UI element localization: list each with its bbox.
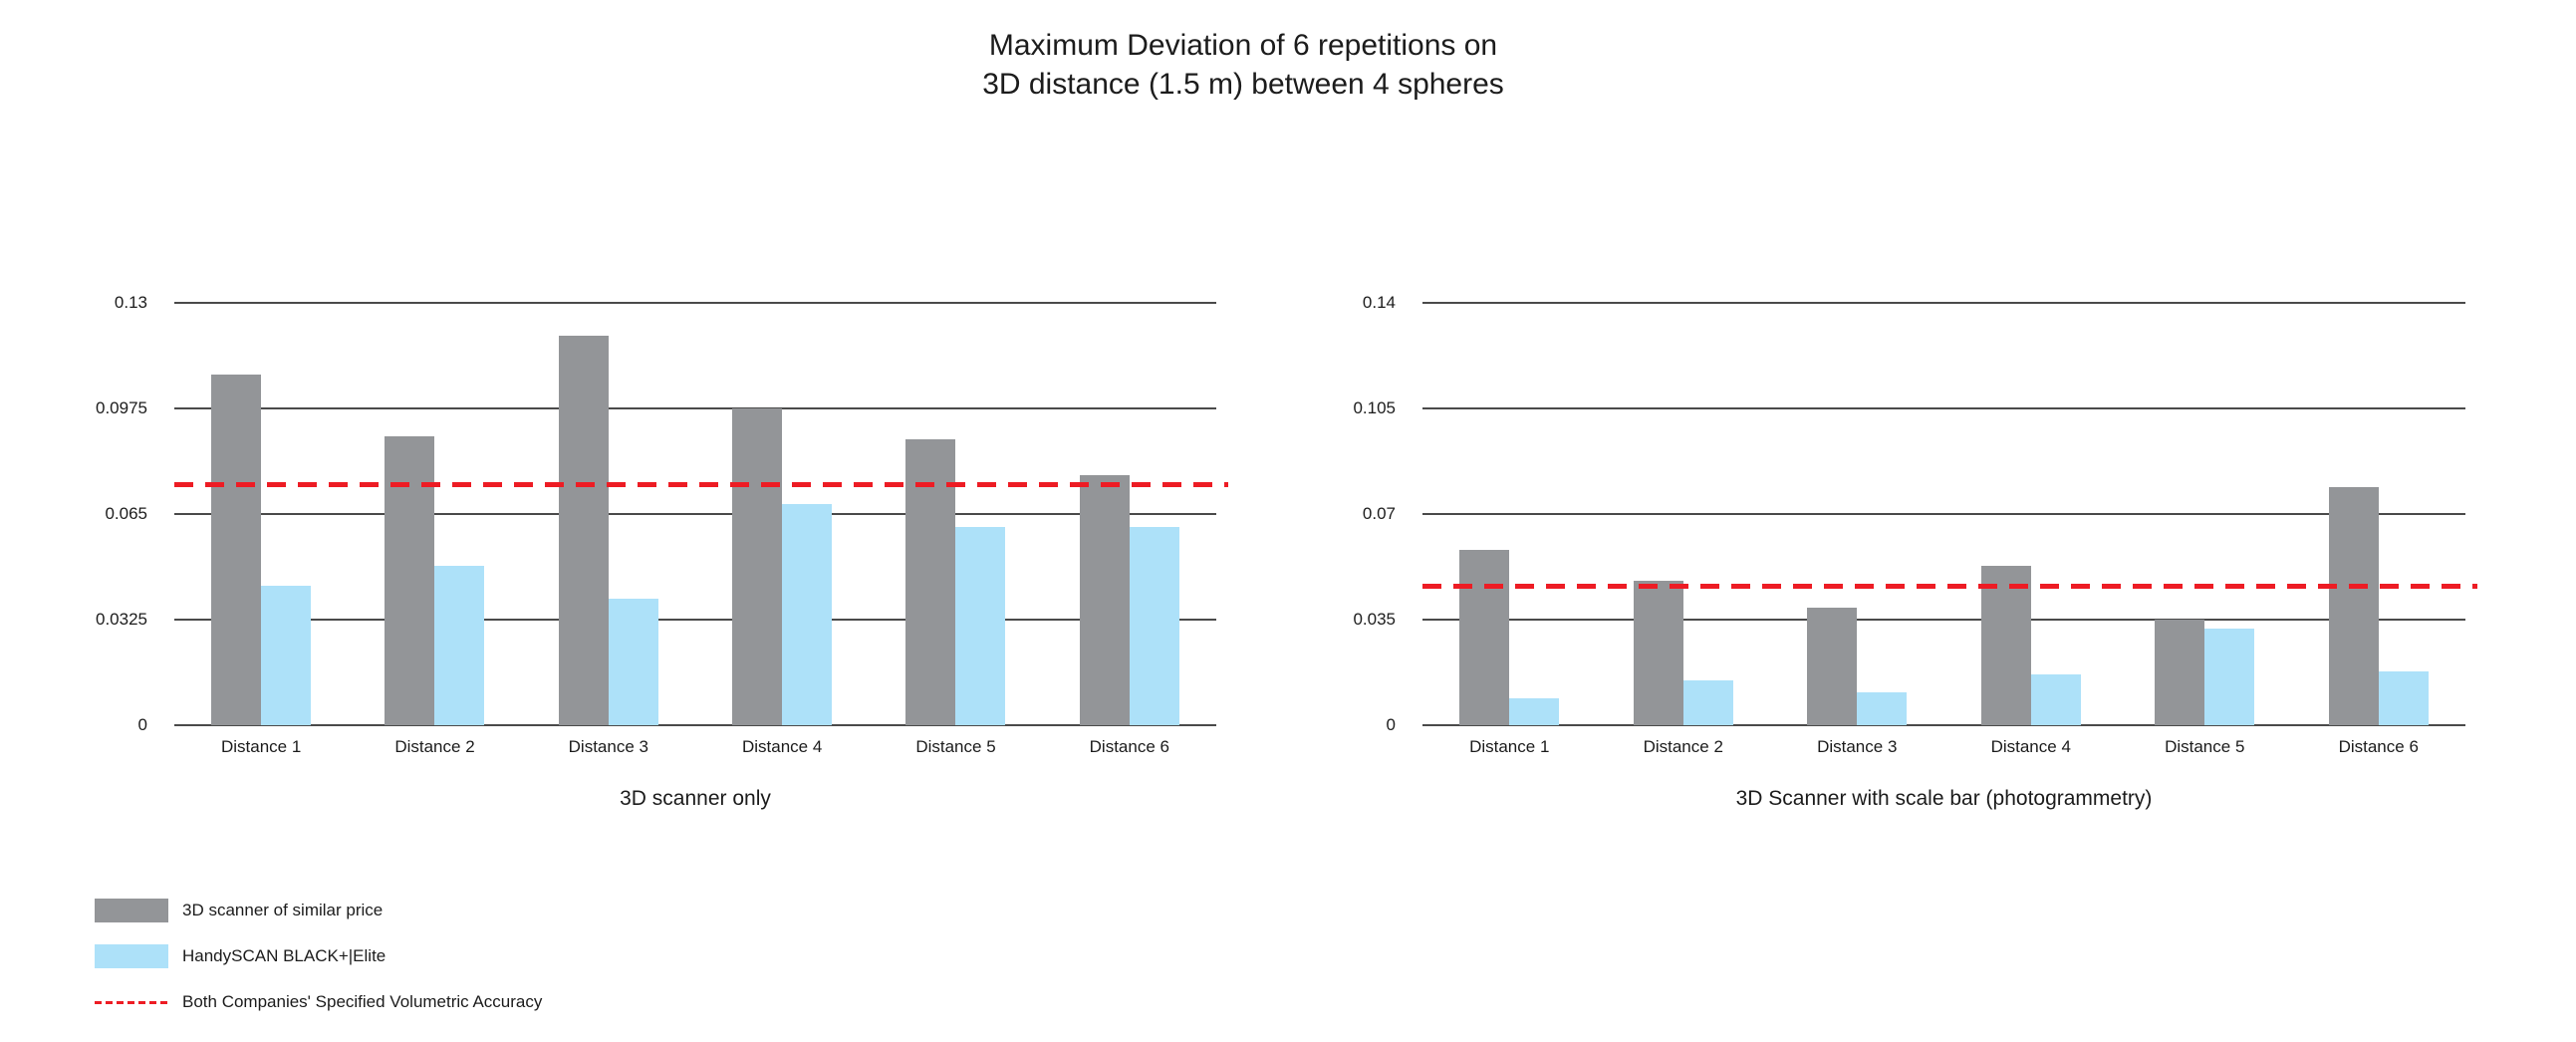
bar-group: [1944, 303, 2119, 725]
blue-series-bar: [2204, 629, 2255, 725]
x-axis-category-label: Distance 3: [568, 737, 648, 756]
legend-label-blue-series: HandySCAN BLACK+|Elite: [182, 946, 386, 965]
gray-series-bar: [211, 374, 262, 725]
blue-series-bar: [2030, 673, 2081, 725]
y-axis-tick-label: 0.035: [1353, 610, 1396, 629]
x-axis-category-label: Distance 2: [1643, 737, 1723, 756]
reference-line: [1422, 584, 2477, 590]
bar-group: [1422, 303, 1597, 725]
y-axis-tick-label: 0: [1386, 715, 1396, 734]
bar-group: [869, 303, 1042, 725]
left-chart: 0 0.0325 0.065 0.0975 0.13 Distance 1 Distance…: [96, 293, 1228, 810]
y-axis-tick-label: 0.13: [114, 293, 147, 312]
blue-series-bar: [434, 566, 485, 725]
chart-title-line-1: Maximum Deviation of 6 repetitions on: [988, 29, 1498, 62]
blue-series-bar: [1857, 691, 1908, 725]
y-axis-tick-label: 0.0975: [96, 398, 147, 417]
y-axis-tick-label: 0.065: [105, 504, 147, 523]
bar-group: [522, 303, 695, 725]
gray-series-bar: [1980, 565, 2031, 725]
gray-series-swatch-icon: [95, 899, 168, 922]
bar-group: [1597, 303, 1771, 725]
y-axis-tick-label: 0.0325: [96, 610, 147, 629]
gridline: [174, 619, 1216, 621]
x-axis-category-label: Distance 1: [221, 737, 302, 756]
bar-group: [348, 303, 521, 725]
y-axis-tick-label: 0: [137, 715, 147, 734]
legend-label-gray-series: 3D scanner of similar price: [182, 901, 384, 919]
x-axis-category-label: Distance 4: [742, 737, 823, 756]
bar-group: [1043, 303, 1216, 725]
chart-title-line-2: 3D distance (1.5 m) between 4 spheres: [982, 68, 1504, 101]
gridline: [174, 724, 1216, 726]
x-axis-category-label: Distance 6: [1089, 737, 1169, 756]
y-axis-tick-label: 0.14: [1362, 293, 1396, 312]
legend-row-reference-line: Both Companies' Specified Volumetric Acc…: [95, 990, 542, 1014]
blue-series-swatch-icon: [95, 944, 168, 968]
gray-series-bar: [558, 335, 609, 725]
legend-label-reference-line: Both Companies' Specified Volumetric Acc…: [182, 992, 543, 1011]
gridline: [1422, 407, 2465, 409]
gray-series-bar: [2328, 486, 2379, 725]
x-axis-category-label: Distance 5: [2165, 737, 2245, 756]
right-chart: 0 0.035 0.07 0.105 0.14 Distance 1 Distance 2 D…: [1353, 293, 2477, 810]
x-axis-category-label: Distance 4: [1990, 737, 2071, 756]
bar-group: [2118, 303, 2292, 725]
blue-series-bar: [261, 585, 312, 725]
gray-series-bar: [385, 435, 435, 725]
right-chart-plot-area: 0 0.035 0.07 0.105 0.14 Distance 1 Distance 2 D…: [1353, 293, 2477, 756]
chart-title: Maximum Deviation of 6 repetitions on 3D…: [0, 26, 2531, 104]
gray-series-bar: [1807, 607, 1858, 725]
gridline: [174, 513, 1216, 515]
x-axis-category-label: Distance 1: [1469, 737, 1550, 756]
blue-series-bar: [782, 504, 833, 725]
blue-series-bar: [1509, 697, 1560, 725]
gray-series-bar: [2155, 620, 2205, 725]
y-axis-tick-label: 0.105: [1353, 398, 1396, 417]
x-axis-category-label: Distance 5: [915, 737, 996, 756]
blue-series-bar: [1682, 679, 1733, 725]
gray-series-bar: [1079, 474, 1130, 725]
y-axis-tick-label: 0.07: [1362, 504, 1396, 523]
left-chart-axis-title: 3D scanner only: [620, 787, 771, 810]
x-axis-category-label: Distance 2: [394, 737, 475, 756]
gridline: [1422, 724, 2465, 726]
reference-line: [174, 482, 1228, 488]
red-dashed-line-swatch-icon: [95, 1000, 168, 1004]
gray-series-bar: [732, 408, 783, 725]
x-axis-category-label: Distance 3: [1817, 737, 1898, 756]
gridline: [174, 302, 1216, 304]
legend: 3D scanner of similar price HandySCAN BL…: [95, 899, 542, 1036]
legend-row-blue-series: HandySCAN BLACK+|Elite: [95, 944, 542, 968]
bar-group: [174, 303, 348, 725]
left-chart-plot-area: 0 0.0325 0.065 0.0975 0.13 Distance 1 Distance…: [96, 293, 1228, 756]
gridline: [1422, 302, 2465, 304]
bar-group: [695, 303, 869, 725]
blue-series-bar: [2378, 670, 2429, 725]
blue-series-bar: [955, 527, 1006, 725]
bar-group: [2292, 303, 2466, 725]
blue-series-bar: [608, 598, 658, 725]
gray-series-bar: [1633, 580, 1683, 725]
gray-series-bar: [1459, 550, 1510, 725]
gridline: [1422, 619, 2465, 621]
x-axis-category-label: Distance 6: [2338, 737, 2419, 756]
right-chart-axis-title: 3D Scanner with scale bar (photogrammetr…: [1735, 787, 2153, 810]
gridline: [174, 407, 1216, 409]
gridline: [1422, 513, 2465, 515]
legend-row-gray-series: 3D scanner of similar price: [95, 899, 542, 922]
blue-series-bar: [1129, 527, 1179, 725]
bar-group: [1770, 303, 1944, 725]
